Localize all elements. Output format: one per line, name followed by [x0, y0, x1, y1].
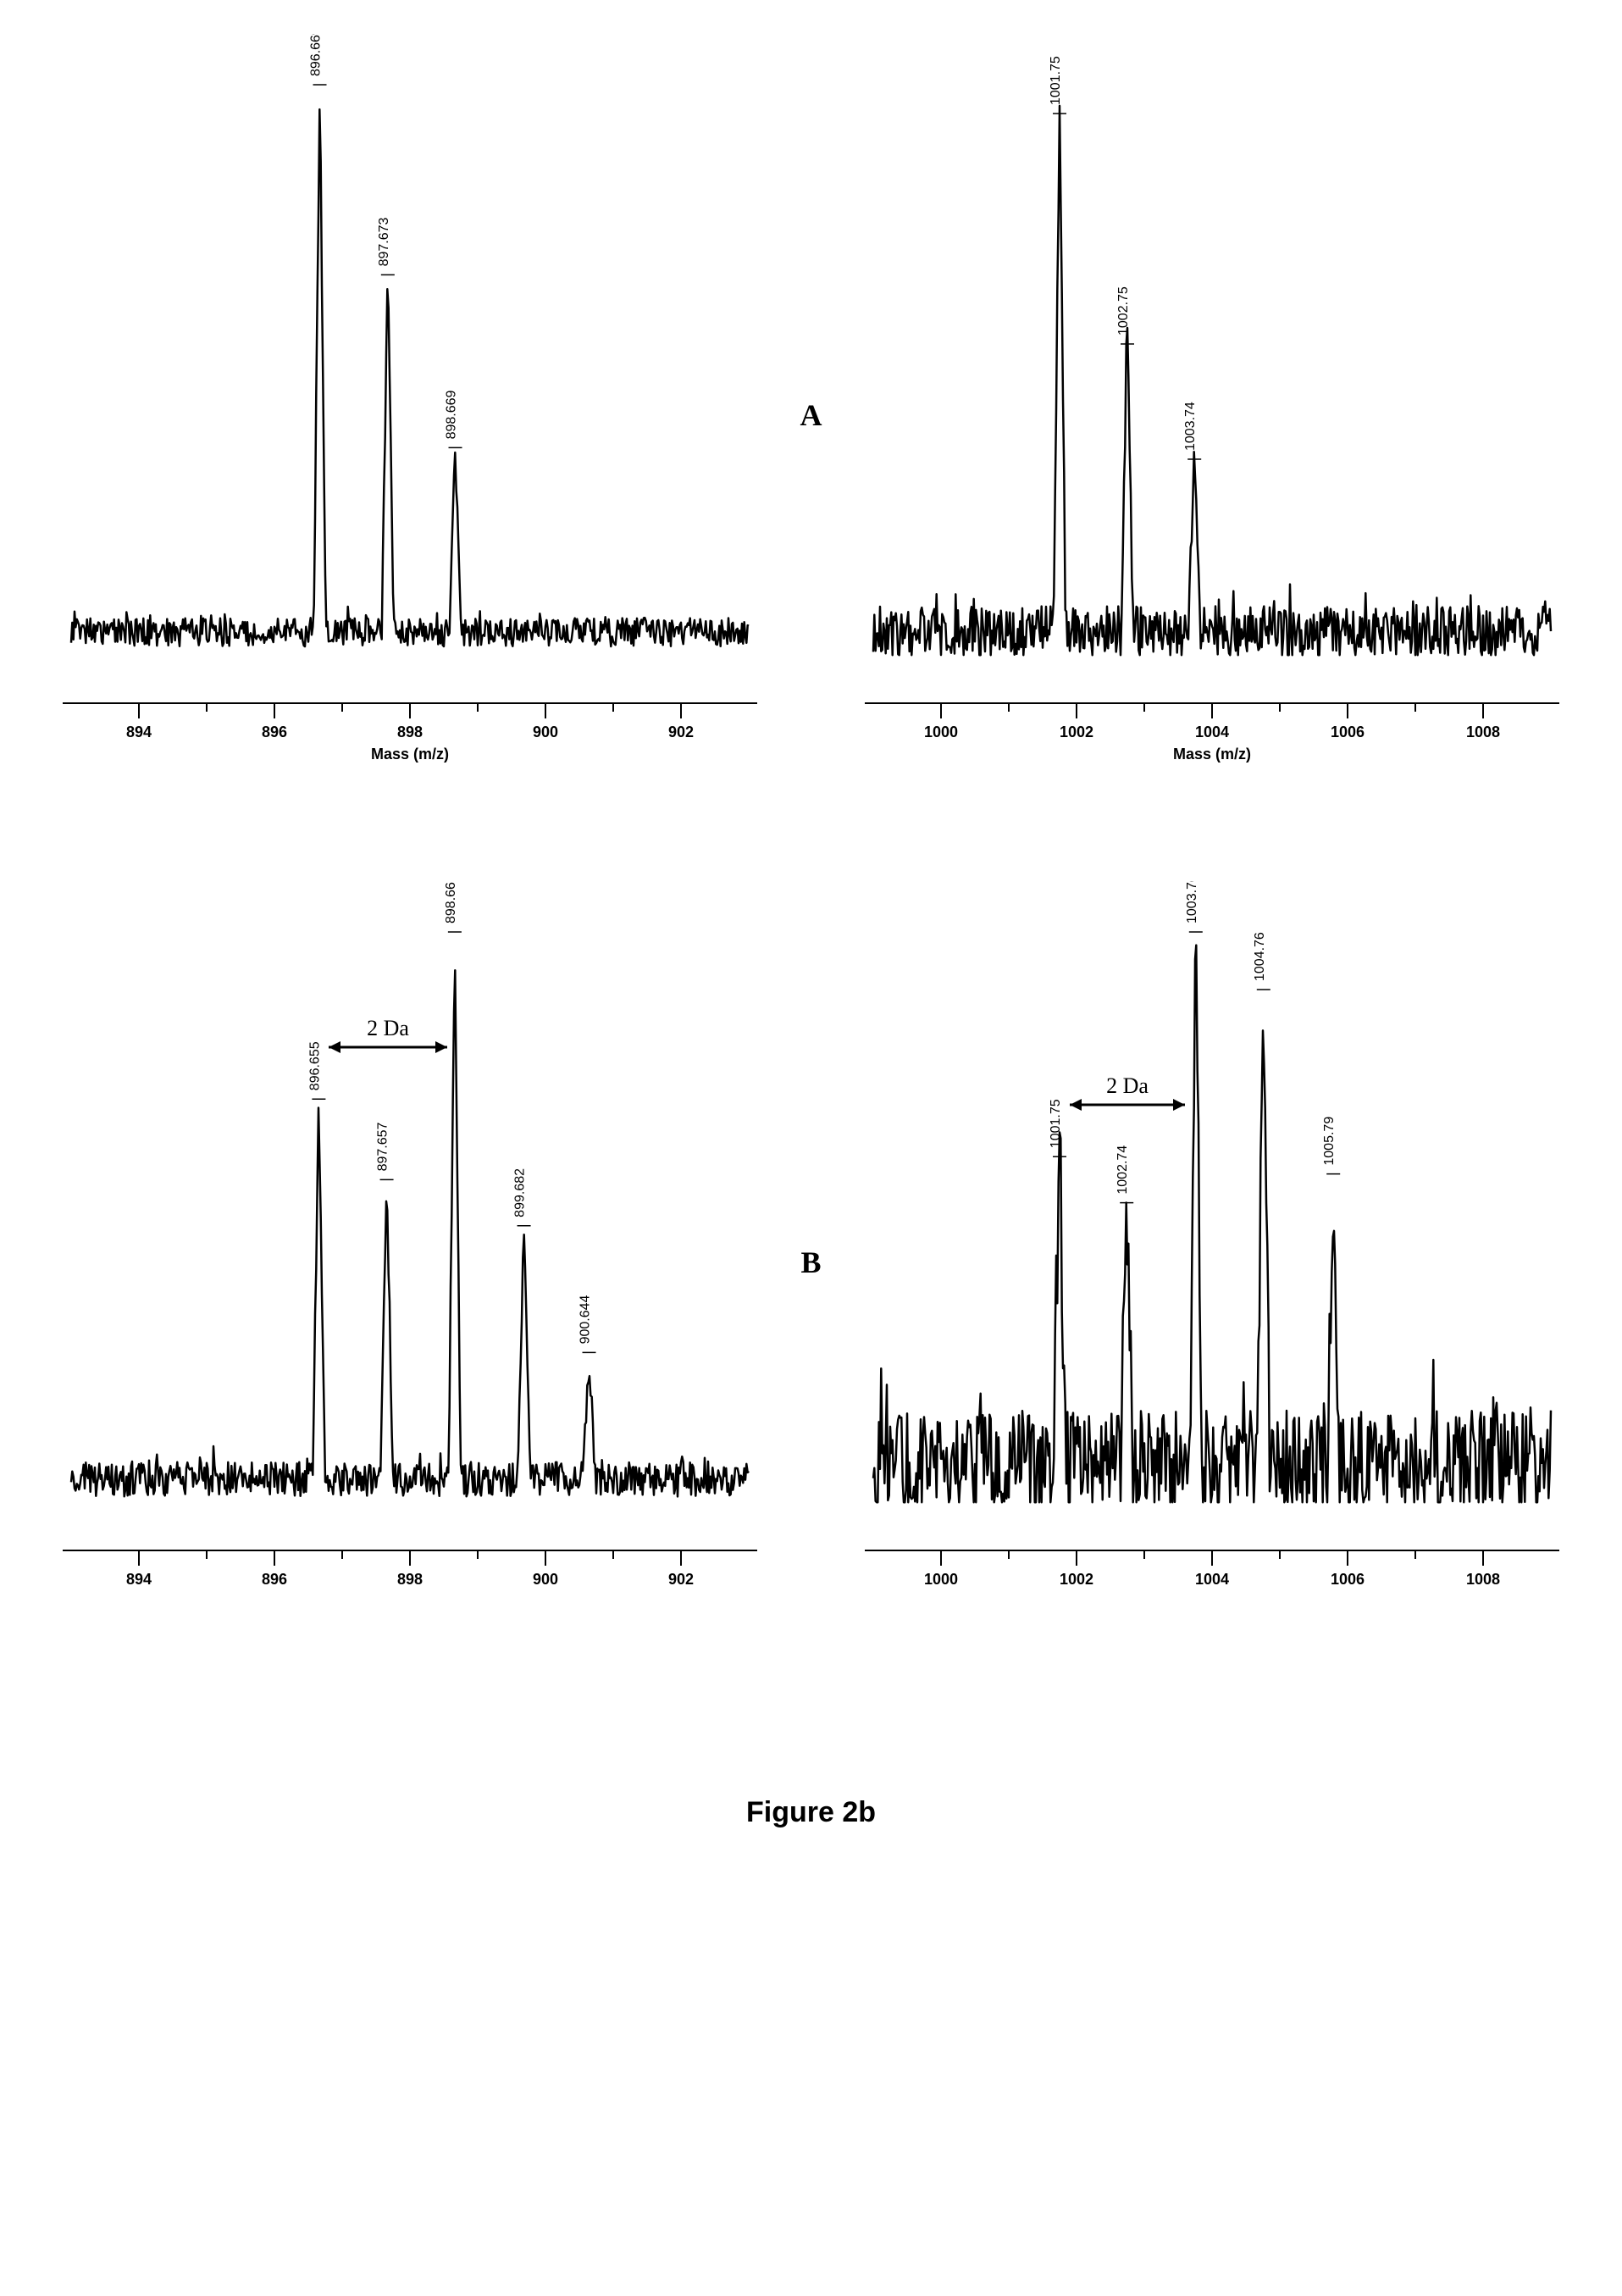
svg-text:1008: 1008 [1466, 1571, 1500, 1588]
peak-label: 898.669 [444, 390, 458, 439]
svg-text:894: 894 [126, 1571, 152, 1588]
spectra-grid: 894 896 898 900 902 Mass (m/z) 896.669 897.673 8… [34, 34, 1588, 1644]
spectrum-svg: 1000 1002 1004 1006 1008 1001.75 1002.74 1003.7… [848, 881, 1576, 1644]
svg-text:900: 900 [533, 1571, 558, 1588]
peak-label: 896.669 [308, 34, 323, 76]
svg-text:902: 902 [668, 724, 694, 740]
svg-text:1006: 1006 [1331, 724, 1365, 740]
svg-text:1008: 1008 [1466, 724, 1500, 740]
svg-text:1006: 1006 [1331, 1571, 1365, 1588]
svg-text:1004: 1004 [1195, 724, 1229, 740]
spectrum-A-right: 1000 1002 1004 1006 1008 Mass (m/z) 1001.75 100… [837, 34, 1589, 796]
page: 894 896 898 900 902 Mass (m/z) 896.669 897.673 8… [34, 34, 1588, 1829]
spectrum-svg: 1000 1002 1004 1006 1008 Mass (m/z) 1001.75 100… [848, 34, 1576, 796]
svg-text:898: 898 [397, 1571, 423, 1588]
svg-text:2 Da: 2 Da [367, 1016, 409, 1040]
spectrum-svg: 894 896 898 900 902 896.655 897.657 898.661 899.… [46, 881, 774, 1644]
peak-label: 1003.74 [1183, 402, 1198, 451]
spectrum-B-left: 894 896 898 900 902 896.655 897.657 898.661 899.… [34, 881, 786, 1644]
row-label-B: B [786, 881, 837, 1644]
svg-text:896: 896 [262, 724, 287, 740]
svg-text:Mass (m/z): Mass (m/z) [1173, 746, 1251, 763]
row-label-A: A [786, 34, 837, 796]
peak-label: 1001.75 [1049, 56, 1063, 105]
svg-text:902: 902 [668, 1571, 694, 1588]
peak-label: 900.644 [578, 1295, 592, 1344]
svg-text:1000: 1000 [924, 724, 958, 740]
svg-text:896: 896 [262, 1571, 287, 1588]
peak-label: 1005.79 [1322, 1117, 1337, 1166]
peak-label: 1004.76 [1253, 932, 1267, 981]
spectrum-svg: 894 896 898 900 902 Mass (m/z) 896.669 897.673 8… [46, 34, 774, 796]
peak-label: 897.657 [375, 1122, 390, 1171]
peak-label: 899.682 [512, 1168, 527, 1217]
svg-text:1002: 1002 [1060, 1571, 1093, 1588]
peak-label: 1003.76 [1185, 881, 1199, 923]
peak-label: 896.655 [307, 1041, 322, 1090]
figure-caption: Figure 2b [34, 1796, 1588, 1829]
peak-label: 1001.75 [1049, 1099, 1063, 1148]
svg-text:2 Da: 2 Da [1106, 1073, 1149, 1098]
peak-label: 1002.75 [1116, 286, 1131, 336]
svg-text:894: 894 [126, 724, 152, 740]
peak-label: 898.661 [444, 881, 458, 923]
svg-text:1004: 1004 [1195, 1571, 1229, 1588]
peak-label: 1002.74 [1115, 1145, 1130, 1195]
svg-text:1002: 1002 [1060, 724, 1093, 740]
peak-label: 897.673 [377, 217, 391, 266]
svg-text:1000: 1000 [924, 1571, 958, 1588]
svg-text:Mass (m/z): Mass (m/z) [371, 746, 449, 763]
spectrum-A-left: 894 896 898 900 902 Mass (m/z) 896.669 897.673 8… [34, 34, 786, 796]
svg-text:898: 898 [397, 724, 423, 740]
spectrum-B-right: 1000 1002 1004 1006 1008 1001.75 1002.74 1003.7… [837, 881, 1589, 1644]
svg-text:900: 900 [533, 724, 558, 740]
